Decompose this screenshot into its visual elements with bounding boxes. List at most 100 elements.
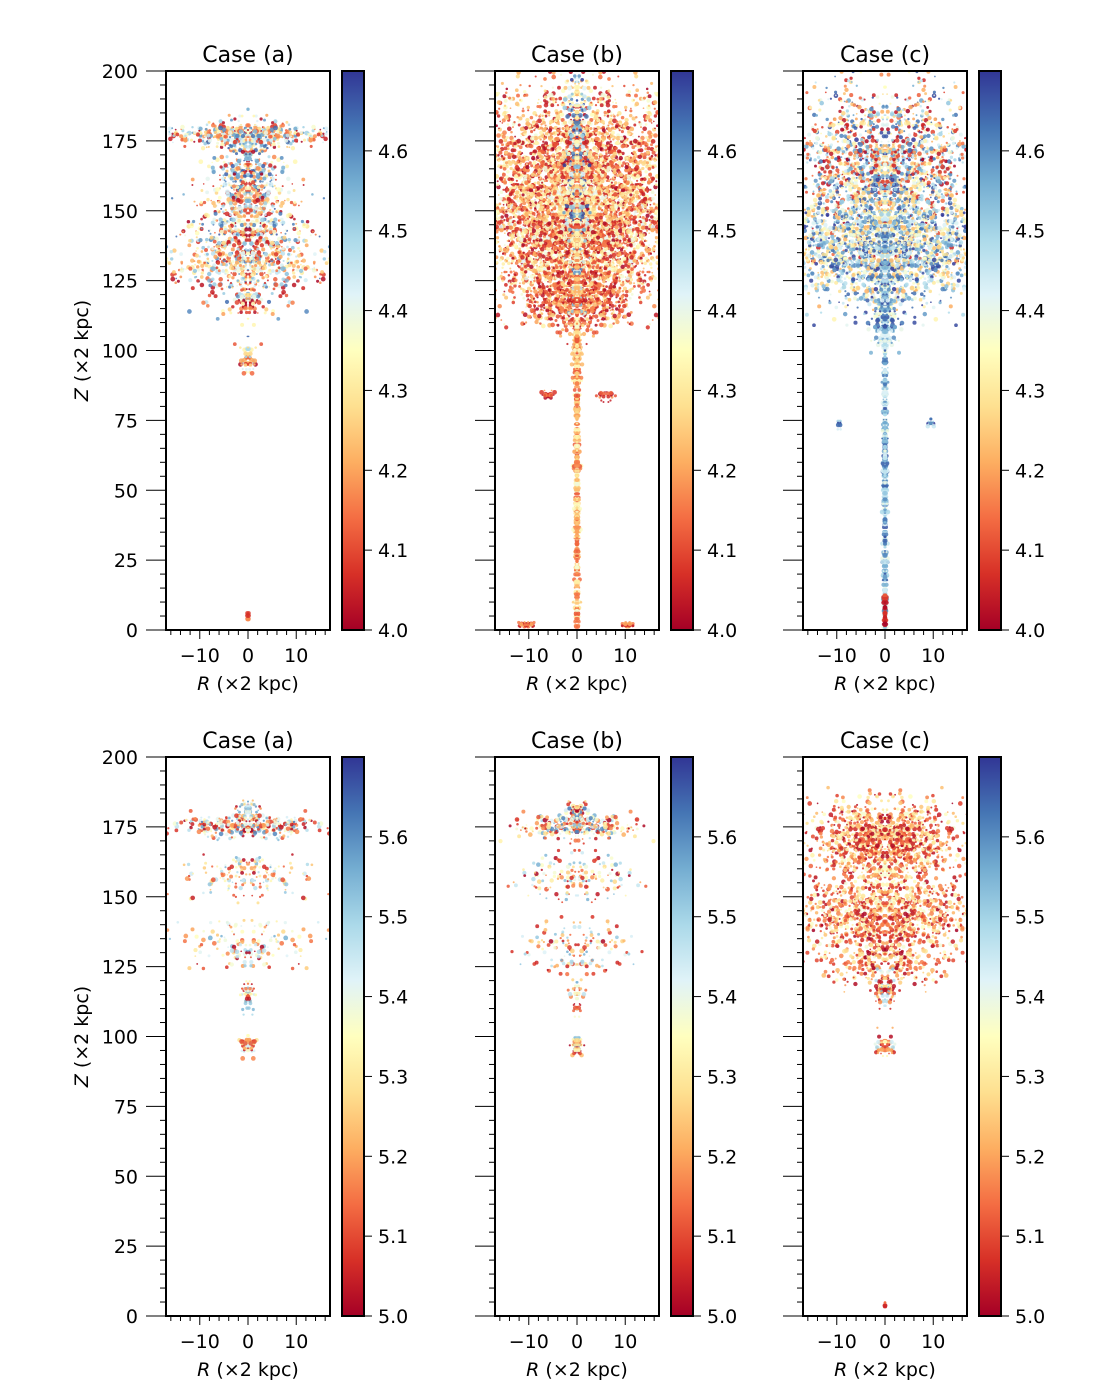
scatter-point (632, 83, 635, 87)
scatter-point (252, 171, 256, 175)
scatter-point (618, 155, 623, 161)
scatter-point (300, 131, 303, 134)
scatter-point (252, 260, 255, 264)
scatter-point (300, 140, 303, 143)
scatter-point (324, 261, 329, 265)
scatter-point (252, 367, 255, 371)
scatter-point (528, 179, 530, 181)
scatter-point (211, 161, 214, 164)
scatter-point (296, 279, 300, 283)
scatter-point (652, 100, 658, 105)
scatter-point (251, 322, 256, 327)
scatter-point (637, 148, 642, 153)
scatter-point (238, 264, 243, 268)
scatter-point (219, 229, 224, 234)
scatter-point (249, 370, 255, 376)
scatter-point (279, 282, 284, 287)
scatter-point (261, 180, 264, 183)
scatter-point (540, 168, 543, 171)
scatter-point (219, 178, 222, 181)
scatter-point (512, 123, 516, 127)
panel-1: Case (a)−10 0 10R (×2 kpc)0255075100125150… (71, 43, 408, 695)
scatter-point (623, 121, 629, 127)
scatter-point (268, 286, 271, 288)
scatter-point (182, 268, 185, 270)
scatter-point (637, 170, 642, 175)
scatter-point (498, 107, 501, 110)
scatter-point (655, 180, 658, 183)
scatter-point (227, 113, 231, 117)
scatter-point (191, 125, 194, 129)
scatter-point (566, 79, 570, 83)
scatter-point (257, 211, 262, 216)
scatter-point (520, 135, 522, 138)
scatter-point (637, 141, 641, 146)
scatter-point (256, 296, 258, 298)
scatter-point (258, 284, 260, 287)
scatter-point (611, 101, 615, 104)
scatter-point (291, 282, 297, 288)
scatter-point (265, 113, 269, 117)
scatter-point (299, 276, 303, 279)
scatter-point (640, 135, 645, 141)
scatter-point (612, 138, 615, 141)
scatter-point (271, 174, 274, 177)
scatter-point (634, 93, 638, 98)
scatter-point (244, 238, 249, 242)
scatter-point (631, 168, 635, 172)
scatter-point (556, 148, 560, 152)
scatter-point (229, 213, 232, 217)
scatter-point (496, 133, 501, 138)
scatter-point (287, 212, 293, 218)
scatter-point (536, 102, 539, 104)
scatter-point (644, 123, 648, 126)
scatter-point (502, 94, 507, 99)
scatter-point (174, 281, 177, 285)
scatter-point (230, 168, 235, 173)
scatter-point (245, 297, 248, 300)
scatter-point (231, 243, 237, 248)
scatter-point (512, 148, 517, 153)
scatter-point (511, 154, 517, 159)
scatter-point (654, 145, 658, 148)
colorbar-tick-label: 4.1 (378, 540, 408, 562)
scatter-point (284, 283, 288, 288)
scatter-point (243, 363, 248, 367)
scatter-point (196, 279, 200, 283)
scatter-point (597, 163, 603, 169)
scatter-point (514, 88, 519, 93)
scatter-point (245, 299, 248, 302)
scatter-point (270, 247, 273, 250)
scatter-point (224, 253, 228, 257)
scatter-point (227, 307, 232, 312)
scatter-point (324, 132, 328, 136)
scatter-point (645, 213, 650, 218)
scatter-point (280, 266, 286, 272)
scatter-point (627, 172, 631, 175)
scatter-point (237, 119, 240, 123)
scatter-point (543, 115, 546, 118)
scatter-point (598, 96, 603, 101)
scatter-point (543, 127, 547, 131)
scatter-point (198, 159, 204, 165)
scatter-point (268, 268, 272, 272)
scatter-point (644, 170, 648, 174)
scatter-point (607, 180, 610, 183)
scatter-point (235, 253, 239, 257)
scatter-point (279, 155, 284, 160)
scatter-point (296, 132, 301, 137)
scatter-point (545, 213, 548, 215)
scatter-point (200, 271, 204, 275)
scatter-point (232, 180, 235, 183)
scatter-point (603, 101, 606, 103)
x-tick-label: −10 (180, 645, 220, 667)
scatter-point (227, 224, 231, 228)
scatter-point (595, 137, 600, 141)
scatter-point (240, 144, 244, 147)
scatter-point (179, 275, 183, 279)
scatter-point (505, 175, 509, 179)
scatter-point (630, 107, 632, 110)
scatter-point (509, 135, 514, 141)
scatter-point (634, 120, 637, 123)
scatter-point (496, 180, 499, 183)
